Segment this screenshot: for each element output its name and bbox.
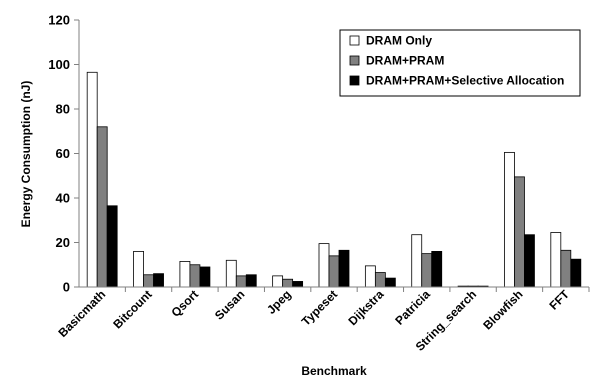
- y-tick-label: 80: [56, 102, 70, 117]
- bar-1: [504, 151, 515, 288]
- bar-3: [384, 277, 396, 288]
- y-tick-label: 40: [56, 191, 70, 206]
- y-ticks-layer: 0 20 40 60 80 100 120: [48, 13, 79, 295]
- bar-2: [514, 176, 525, 288]
- bar-2: [96, 126, 108, 288]
- bar-3: [524, 234, 535, 288]
- y-tick-label: 20: [56, 235, 70, 250]
- legend-swatch: [349, 35, 360, 46]
- bar-1: [550, 232, 562, 288]
- legend-swatch: [349, 75, 360, 86]
- bar-2: [374, 272, 386, 288]
- bar-1: [86, 71, 98, 288]
- bar-2: [282, 278, 294, 288]
- bar-3: [245, 274, 257, 288]
- bar-1: [411, 234, 423, 288]
- bar-2: [328, 255, 340, 288]
- bar-1: [318, 243, 330, 288]
- bar-1: [133, 250, 144, 288]
- y-tick-label: 100: [48, 57, 70, 72]
- y-tick-label: 60: [56, 146, 70, 161]
- bar-3: [199, 266, 211, 288]
- legend-label: DRAM+PRAM: [366, 54, 444, 68]
- bar-2: [189, 264, 201, 288]
- bar-2: [560, 249, 572, 288]
- y-tick-label: 0: [63, 280, 70, 295]
- legend-label: DRAM Only: [366, 34, 432, 48]
- bar-1: [179, 261, 191, 288]
- bar-3: [292, 281, 304, 288]
- bar-2: [421, 253, 433, 288]
- bar-3: [338, 249, 350, 288]
- y-tick-label: 120: [48, 13, 70, 28]
- y-axis-title: Energy Consumption (nJ): [19, 81, 33, 228]
- x-axis-title: Benchmark: [301, 364, 367, 378]
- bar-2: [143, 274, 154, 288]
- bar-1: [364, 265, 376, 288]
- legend-swatch: [349, 55, 360, 66]
- bar-3: [153, 273, 164, 288]
- bar-3: [570, 258, 582, 288]
- bar-3: [106, 205, 118, 288]
- bar-2: [235, 275, 247, 288]
- legend-box: [339, 29, 581, 97]
- bar-1: [272, 275, 284, 288]
- bar-3: [431, 250, 443, 288]
- legend-label: DRAM+PRAM+Selective Allocation: [366, 74, 564, 88]
- bar-1: [225, 259, 237, 288]
- legend: DRAM Only DRAM+PRAM DRAM+PRAM+Selective Al…: [339, 29, 581, 97]
